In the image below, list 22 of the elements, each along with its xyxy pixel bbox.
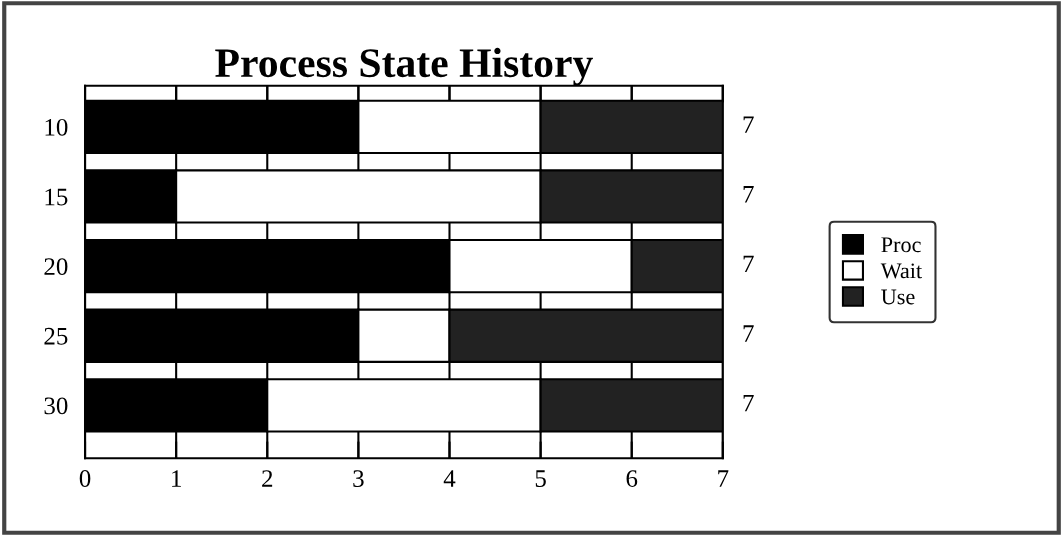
x-tick-label: 1 bbox=[172, 470, 181, 487]
total-label: 7 bbox=[743, 116, 754, 133]
x-tick-label: 2 bbox=[262, 470, 273, 487]
total-label: 7 bbox=[743, 255, 754, 273]
x-tick-label: 4 bbox=[443, 470, 456, 487]
legend-label: Use bbox=[881, 289, 915, 305]
total-label: 7 bbox=[743, 395, 754, 412]
x-tick-label: 7 bbox=[718, 470, 729, 487]
y-tick-label: 15 bbox=[45, 188, 68, 206]
total-label: 7 bbox=[743, 325, 754, 342]
legend-label: Wait bbox=[880, 263, 923, 279]
chart-title: Process State History bbox=[215, 47, 593, 86]
x-tick-label: 6 bbox=[626, 470, 638, 487]
legend-label: Proc bbox=[881, 237, 921, 253]
y-tick-label: 20 bbox=[44, 258, 68, 276]
y-tick-label: 10 bbox=[45, 118, 68, 136]
x-tick-label: 5 bbox=[535, 470, 546, 487]
y-tick-label: 30 bbox=[44, 397, 68, 415]
x-tick-label: 0 bbox=[79, 470, 91, 487]
y-tick-label: 25 bbox=[44, 327, 68, 345]
x-tick-label: 3 bbox=[353, 470, 364, 487]
total-label: 7 bbox=[743, 186, 754, 203]
